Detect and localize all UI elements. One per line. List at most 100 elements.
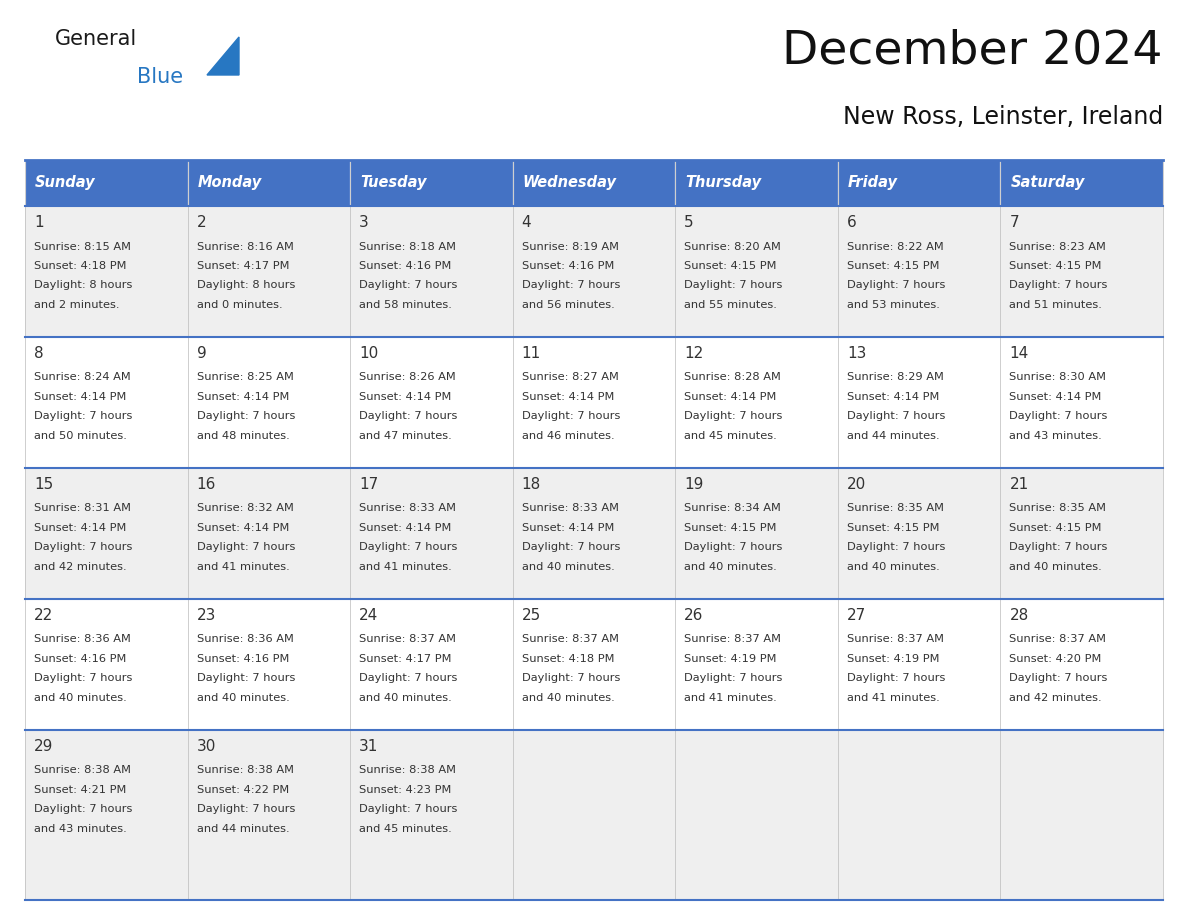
- Text: Daylight: 7 hours: Daylight: 7 hours: [359, 411, 457, 421]
- Text: and 45 minutes.: and 45 minutes.: [359, 823, 451, 834]
- Text: Sunset: 4:16 PM: Sunset: 4:16 PM: [196, 654, 289, 664]
- Text: and 44 minutes.: and 44 minutes.: [847, 431, 940, 441]
- Text: 15: 15: [34, 476, 53, 492]
- Text: Sunday: Sunday: [34, 175, 95, 191]
- Text: and 44 minutes.: and 44 minutes.: [196, 823, 289, 834]
- Bar: [188, 337, 350, 468]
- Text: and 45 minutes.: and 45 minutes.: [684, 431, 777, 441]
- Text: Sunset: 4:22 PM: Sunset: 4:22 PM: [196, 785, 289, 795]
- Text: Sunrise: 8:33 AM: Sunrise: 8:33 AM: [522, 503, 619, 513]
- Bar: [675, 337, 838, 468]
- Bar: [188, 206, 350, 337]
- Text: Daylight: 7 hours: Daylight: 7 hours: [1010, 673, 1107, 683]
- Text: Daylight: 7 hours: Daylight: 7 hours: [196, 673, 295, 683]
- Bar: [513, 599, 675, 730]
- Text: Sunset: 4:15 PM: Sunset: 4:15 PM: [684, 523, 777, 532]
- Text: and 46 minutes.: and 46 minutes.: [522, 431, 614, 441]
- Text: Daylight: 7 hours: Daylight: 7 hours: [359, 804, 457, 814]
- Text: Daylight: 8 hours: Daylight: 8 hours: [34, 281, 132, 290]
- Text: Monday: Monday: [197, 175, 261, 191]
- Text: 30: 30: [196, 739, 216, 754]
- Text: 8: 8: [34, 346, 44, 361]
- Text: 16: 16: [196, 476, 216, 492]
- Text: Sunrise: 8:38 AM: Sunrise: 8:38 AM: [196, 766, 293, 776]
- Text: Daylight: 7 hours: Daylight: 7 hours: [847, 543, 946, 553]
- Text: Friday: Friday: [848, 175, 898, 191]
- Text: Daylight: 7 hours: Daylight: 7 hours: [1010, 411, 1107, 421]
- Bar: [350, 468, 513, 599]
- Text: Sunset: 4:23 PM: Sunset: 4:23 PM: [359, 785, 451, 795]
- Text: Sunrise: 8:19 AM: Sunrise: 8:19 AM: [522, 241, 619, 252]
- Text: 27: 27: [847, 608, 866, 622]
- Text: New Ross, Leinster, Ireland: New Ross, Leinster, Ireland: [842, 105, 1163, 129]
- Text: Sunset: 4:14 PM: Sunset: 4:14 PM: [522, 523, 614, 532]
- Text: and 41 minutes.: and 41 minutes.: [196, 562, 290, 572]
- Text: and 55 minutes.: and 55 minutes.: [684, 300, 777, 310]
- Text: and 40 minutes.: and 40 minutes.: [847, 562, 940, 572]
- Text: Sunrise: 8:20 AM: Sunrise: 8:20 AM: [684, 241, 782, 252]
- Text: Sunrise: 8:32 AM: Sunrise: 8:32 AM: [196, 503, 293, 513]
- Text: Sunset: 4:14 PM: Sunset: 4:14 PM: [196, 392, 289, 402]
- Bar: [350, 160, 513, 206]
- Bar: [188, 160, 350, 206]
- Bar: [1000, 160, 1163, 206]
- Bar: [25, 206, 188, 337]
- Text: Daylight: 7 hours: Daylight: 7 hours: [522, 543, 620, 553]
- Text: Thursday: Thursday: [685, 175, 762, 191]
- Text: Daylight: 7 hours: Daylight: 7 hours: [684, 411, 783, 421]
- Text: Tuesday: Tuesday: [360, 175, 426, 191]
- Text: Sunset: 4:14 PM: Sunset: 4:14 PM: [359, 523, 451, 532]
- Text: Sunrise: 8:26 AM: Sunrise: 8:26 AM: [359, 373, 456, 383]
- Text: Sunrise: 8:24 AM: Sunrise: 8:24 AM: [34, 373, 131, 383]
- Bar: [25, 160, 188, 206]
- Text: 31: 31: [359, 739, 379, 754]
- Text: and 42 minutes.: and 42 minutes.: [34, 562, 127, 572]
- Bar: [838, 160, 1000, 206]
- Text: Daylight: 7 hours: Daylight: 7 hours: [34, 804, 132, 814]
- Text: 26: 26: [684, 608, 703, 622]
- Text: Daylight: 7 hours: Daylight: 7 hours: [359, 281, 457, 290]
- Text: 10: 10: [359, 346, 379, 361]
- Text: Sunset: 4:19 PM: Sunset: 4:19 PM: [684, 654, 777, 664]
- Text: 17: 17: [359, 476, 379, 492]
- Text: Daylight: 7 hours: Daylight: 7 hours: [684, 673, 783, 683]
- Text: and 51 minutes.: and 51 minutes.: [1010, 300, 1102, 310]
- Text: Daylight: 7 hours: Daylight: 7 hours: [522, 281, 620, 290]
- Text: Saturday: Saturday: [1011, 175, 1085, 191]
- Text: Daylight: 7 hours: Daylight: 7 hours: [34, 543, 132, 553]
- Text: and 43 minutes.: and 43 minutes.: [34, 823, 127, 834]
- Text: Sunrise: 8:36 AM: Sunrise: 8:36 AM: [196, 634, 293, 644]
- Bar: [25, 599, 188, 730]
- Text: 14: 14: [1010, 346, 1029, 361]
- Text: Sunrise: 8:18 AM: Sunrise: 8:18 AM: [359, 241, 456, 252]
- Text: Daylight: 7 hours: Daylight: 7 hours: [847, 411, 946, 421]
- Text: 20: 20: [847, 476, 866, 492]
- Bar: [188, 468, 350, 599]
- Text: 29: 29: [34, 739, 53, 754]
- Text: and 41 minutes.: and 41 minutes.: [359, 562, 451, 572]
- Text: Sunrise: 8:36 AM: Sunrise: 8:36 AM: [34, 634, 131, 644]
- Bar: [513, 206, 675, 337]
- Polygon shape: [207, 37, 239, 75]
- Text: Sunset: 4:14 PM: Sunset: 4:14 PM: [684, 392, 777, 402]
- Bar: [675, 206, 838, 337]
- Text: Sunset: 4:21 PM: Sunset: 4:21 PM: [34, 785, 126, 795]
- Text: Sunset: 4:14 PM: Sunset: 4:14 PM: [522, 392, 614, 402]
- Bar: [675, 468, 838, 599]
- Bar: [1000, 468, 1163, 599]
- Text: Sunrise: 8:35 AM: Sunrise: 8:35 AM: [1010, 503, 1106, 513]
- Text: and 40 minutes.: and 40 minutes.: [359, 693, 451, 703]
- Text: Sunset: 4:15 PM: Sunset: 4:15 PM: [847, 523, 940, 532]
- Text: Sunrise: 8:22 AM: Sunrise: 8:22 AM: [847, 241, 943, 252]
- Text: Sunrise: 8:28 AM: Sunrise: 8:28 AM: [684, 373, 782, 383]
- Text: Daylight: 7 hours: Daylight: 7 hours: [359, 543, 457, 553]
- Text: and 53 minutes.: and 53 minutes.: [847, 300, 940, 310]
- Text: Sunset: 4:14 PM: Sunset: 4:14 PM: [34, 523, 126, 532]
- Text: and 40 minutes.: and 40 minutes.: [522, 562, 614, 572]
- Text: Sunset: 4:18 PM: Sunset: 4:18 PM: [34, 261, 126, 271]
- Text: Daylight: 7 hours: Daylight: 7 hours: [359, 673, 457, 683]
- Text: 12: 12: [684, 346, 703, 361]
- Text: and 40 minutes.: and 40 minutes.: [1010, 562, 1102, 572]
- Text: and 41 minutes.: and 41 minutes.: [684, 693, 777, 703]
- Text: Sunrise: 8:37 AM: Sunrise: 8:37 AM: [684, 634, 782, 644]
